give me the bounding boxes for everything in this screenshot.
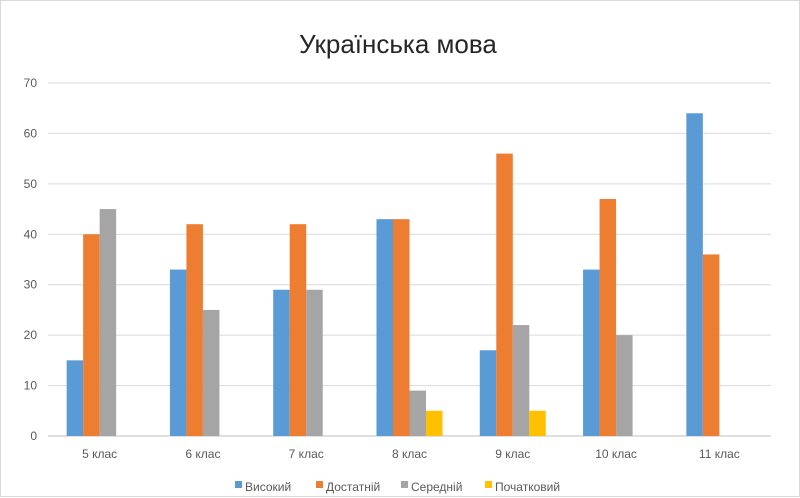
legend-label: Високий xyxy=(245,480,291,494)
x-tick-label: 6 клас xyxy=(185,447,220,461)
bar-5-2 xyxy=(496,153,513,436)
bar-6-2 xyxy=(599,198,617,436)
x-tick-label: 11 клас xyxy=(699,447,740,461)
y-tick-label: 50 xyxy=(24,177,38,191)
y-tick-label: 70 xyxy=(24,76,38,90)
y-tick-label: 0 xyxy=(30,429,37,443)
y-tick-label: 40 xyxy=(24,227,38,241)
legend: Високий Достатній Середній Початковий xyxy=(235,480,560,494)
y-axis-ticks: 0 10 20 30 40 50 60 70 xyxy=(24,76,38,443)
x-tick-label: 9 клас xyxy=(495,447,530,461)
bar-3-1 xyxy=(273,289,290,436)
bar-2-3 xyxy=(202,309,220,436)
legend-label: Середній xyxy=(411,480,462,494)
x-axis-ticks: 5 клас 6 клас 7 клас 8 клас 9 клас 10 клас 11 … xyxy=(82,447,740,461)
y-tick-label: 30 xyxy=(24,278,38,292)
x-tick-label: 8 клас xyxy=(392,447,427,461)
legend-swatch xyxy=(401,481,408,488)
bar-3-3 xyxy=(306,289,323,436)
bar-1-2 xyxy=(83,234,100,436)
bar-1-3 xyxy=(99,209,117,436)
y-tick-label: 20 xyxy=(24,328,38,342)
bar-5-3 xyxy=(512,325,530,436)
bar-6-3 xyxy=(616,335,633,436)
x-tick-label: 10 клас xyxy=(595,447,637,461)
bar-2-2 xyxy=(186,224,203,436)
legend-swatch xyxy=(235,481,242,488)
bar-4-3 xyxy=(409,390,426,436)
bar-5-4 xyxy=(529,410,546,436)
legend-label: Початковий xyxy=(495,480,560,494)
chart-title: Українська мова xyxy=(299,29,497,59)
bar-1-1 xyxy=(66,360,84,436)
x-tick-label: 5 клас xyxy=(82,447,117,461)
y-tick-label: 10 xyxy=(24,379,38,393)
bar-3-2 xyxy=(289,224,307,436)
bars xyxy=(66,113,720,436)
bar-6-1 xyxy=(583,269,600,436)
bar-2-1 xyxy=(169,269,187,436)
y-tick-label: 60 xyxy=(24,126,38,140)
legend-label: Достатній xyxy=(326,480,380,494)
legend-swatch xyxy=(316,481,323,488)
x-tick-label: 7 клас xyxy=(289,447,324,461)
bar-7-2 xyxy=(702,254,720,436)
bar-7-1 xyxy=(686,113,703,436)
bar-5-1 xyxy=(479,350,497,436)
bar-4-4 xyxy=(426,410,443,436)
bar-4-1 xyxy=(376,219,393,436)
legend-swatch xyxy=(485,481,492,488)
bar-4-2 xyxy=(393,219,410,436)
